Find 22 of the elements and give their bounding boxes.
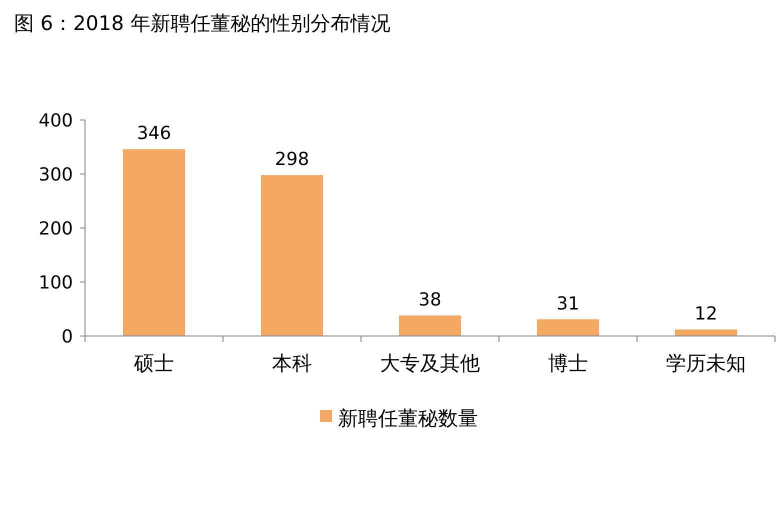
data-label: 346 <box>136 123 172 144</box>
x-tick-label: 学历未知 <box>666 351 746 375</box>
y-tick-label: 400 <box>38 110 73 132</box>
data-label: 38 <box>418 289 442 310</box>
y-tick-label: 100 <box>38 272 73 294</box>
bar <box>398 315 462 336</box>
bar <box>674 330 738 336</box>
x-tick-label: 本科 <box>272 351 312 375</box>
data-label: 298 <box>274 149 310 170</box>
chart-title: 图 6：2018 年新聘任董秘的性别分布情况 <box>14 11 390 35</box>
x-tick-label: 博士 <box>548 351 588 375</box>
bar <box>536 319 600 336</box>
data-label: 31 <box>556 293 580 314</box>
x-tick-label: 大专及其他 <box>380 351 480 375</box>
y-tick-label: 200 <box>38 218 73 240</box>
bar <box>122 149 186 336</box>
x-tick-label: 硕士 <box>133 351 174 375</box>
y-tick-label: 0 <box>62 326 73 348</box>
data-label: 12 <box>694 304 718 325</box>
bar <box>260 175 324 336</box>
y-tick-label: 300 <box>38 164 73 186</box>
legend-label: 新聘任董秘数量 <box>338 406 478 430</box>
